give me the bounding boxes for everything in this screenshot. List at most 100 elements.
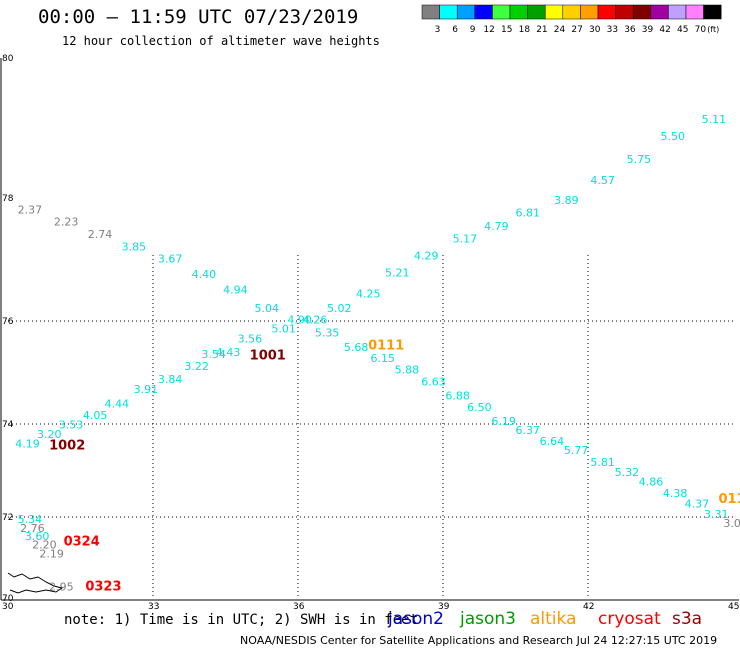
wave-height-value: 5.32 (615, 466, 640, 479)
legend-swatch (474, 4, 493, 20)
pass-labels: 1001 0111 1002 0324 0323 011 (49, 338, 740, 594)
axis-ticks: 30 33 36 39 42 45 70 72 74 76 78 80 (2, 54, 739, 612)
mission-s3a: s3a (672, 609, 703, 629)
pass-time-label: 1001 (250, 349, 286, 364)
legend-label: 15 (501, 25, 512, 35)
wave-height-value: 5.02 (327, 302, 352, 315)
wave-height-value: 3.60 (25, 530, 49, 543)
legend-swatch (597, 4, 616, 20)
wave-height-value: 3.00 (723, 517, 740, 530)
lon-tick-label: 45 (728, 602, 739, 612)
legend-unit: (ft) (707, 25, 719, 34)
legend-label: 33 (607, 25, 618, 35)
wave-height-value: 3.56 (238, 333, 262, 346)
wave-height-value: 5.50 (661, 130, 686, 143)
wave-height-value: 3.20 (37, 428, 62, 441)
wave-height-value: 5.35 (315, 326, 340, 339)
legend-label: 27 (571, 25, 582, 35)
legend-label: 12 (483, 25, 494, 35)
wave-height-value: 6.19 (491, 415, 516, 428)
wave-height-value: 4.57 (590, 174, 615, 187)
footer-note: note: 1) Time is in UTC; 2) SWH is in fe… (64, 612, 419, 628)
wave-height-value: 5.77 (564, 444, 589, 457)
wave-height-value: 2.23 (54, 216, 79, 229)
wave-height-value: 3.85 (122, 240, 147, 253)
legend-swatch (615, 4, 634, 20)
wave-height-value: 4.05 (83, 409, 108, 422)
legend-label: 36 (624, 25, 636, 35)
legend-label: 18 (519, 25, 531, 35)
wave-height-value: 5.11 (702, 113, 727, 126)
wave-height-value: 3.89 (554, 194, 579, 207)
color-scale-legend: 3 6 9 12 15 18 21 24 27 30 33 36 39 42 45 70 (ft) (421, 4, 722, 35)
lat-tick-label: 76 (2, 317, 14, 327)
wave-height-value: 3.84 (158, 373, 183, 386)
lon-tick-label: 36 (293, 602, 305, 612)
wave-height-value: 6.50 (467, 401, 492, 414)
wave-height-value: 5.01 (271, 322, 296, 335)
mission-jason2: jason2 (388, 609, 444, 629)
wave-height-value: 5.21 (385, 267, 410, 280)
wave-height-observations: 2.37 2.23 2.74 3.85 3.67 4.40 4.94 5.04 5.014.90… (15, 113, 740, 594)
mission-jason3: jason3 (460, 609, 516, 629)
wave-height-value: 2.37 (18, 203, 42, 216)
wave-height-value: 3.22 (184, 360, 209, 373)
legend-label: 45 (677, 25, 688, 35)
wave-height-value: 4.86 (639, 475, 664, 488)
wave-height-value: 5.04 (255, 302, 280, 315)
legend-label: 24 (554, 25, 566, 35)
wave-height-value: 4.19 (15, 437, 40, 450)
legend-label: 42 (659, 25, 670, 35)
legend-swatch (509, 4, 528, 20)
wave-height-value: 2.76 (20, 522, 45, 535)
legend-swatch (650, 4, 669, 20)
lat-tick-label: 78 (2, 194, 14, 204)
wave-height-value: 3.53 (59, 419, 84, 432)
wave-height-value: 5.68 (344, 341, 369, 354)
lon-tick-label: 33 (148, 602, 159, 612)
wave-height-value: 4.25 (356, 288, 381, 301)
pass-time-label: 0323 (85, 580, 121, 595)
wave-height-value: 4.38 (663, 487, 688, 500)
wave-height-value: 4.40 (192, 268, 217, 281)
wave-height-value: 4.79 (484, 220, 509, 233)
wave-height-value: 6.81 (516, 206, 541, 219)
legend-label: 30 (589, 25, 601, 35)
legend-label: 9 (470, 25, 476, 35)
legend-swatch (668, 4, 687, 20)
footer-credit: NOAA/NESDIS Center for Satellite Applica… (240, 634, 718, 647)
pass-time-label: 1002 (49, 439, 85, 454)
lon-tick-label: 42 (583, 602, 594, 612)
wave-height-value: 5.17 (453, 232, 478, 245)
legend-label: 21 (536, 25, 547, 35)
mission-cryosat: cryosat (598, 609, 661, 629)
wave-height-value: 4.43 (216, 346, 241, 359)
lat-tick-label: 74 (2, 420, 14, 430)
coastline (7, 572, 64, 594)
wave-height-value: 6.63 (421, 375, 446, 388)
wave-height-value: 6.15 (371, 352, 396, 365)
wave-height-value: 3.31 (704, 508, 729, 521)
pass-time-label: 0324 (64, 534, 100, 549)
lat-tick-label: 72 (2, 513, 13, 523)
legend-swatch (456, 4, 476, 20)
mission-altika: altika (530, 609, 577, 629)
lon-tick-label: 30 (2, 602, 14, 612)
wave-height-value: 2.20 (32, 539, 57, 552)
wave-height-value: 6.64 (540, 435, 565, 448)
wave-height-value: 6.37 (516, 424, 541, 437)
legend-swatch (703, 4, 722, 20)
wave-height-value: 4.26 (303, 314, 328, 327)
legend-swatch (685, 4, 704, 20)
lat-tick-label: 80 (2, 54, 14, 64)
wave-height-value: 2.19 (39, 548, 64, 561)
coastline-path (7, 572, 64, 594)
wave-height-value: 2.74 (88, 228, 113, 241)
legend-swatch (562, 4, 581, 20)
legend-label: 39 (642, 25, 654, 35)
wave-height-value: 6.88 (445, 389, 470, 402)
wave-height-value: 5.34 (18, 513, 42, 526)
wave-height-value: 5.75 (627, 153, 652, 166)
legend-label: 3 (435, 25, 441, 35)
